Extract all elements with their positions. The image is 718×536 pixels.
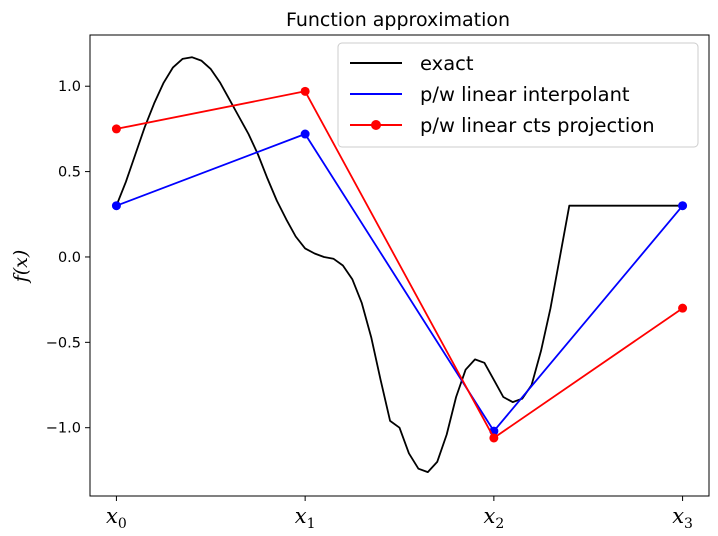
x-axis: x0 x1 x2 x3 [106,496,693,532]
y-axis: 1.0 0.5 0.0 −0.5 −1.0 [46,79,90,437]
legend-entry: p/w linear interpolant [420,83,630,106]
data-point-p-w-linear-cts-projection [300,86,310,96]
y-tick-label: −0.5 [46,335,81,351]
data-point-p-w-linear-interpolant [111,201,121,211]
data-point-p-w-linear-cts-projection [678,303,688,313]
legend-box [337,42,699,148]
chart-title: Function approximation [286,9,510,31]
data-point-p-w-linear-interpolant [678,201,688,211]
y-tick-label: 1.0 [58,79,81,95]
y-tick-label: 0.0 [58,250,81,266]
legend: exact p/w linear interpolant p/w linear ct… [337,42,699,148]
legend-entry: exact [420,52,474,75]
y-tick-label: −1.0 [46,421,81,437]
x-tick-label: x3 [672,504,693,532]
series-layer [111,56,688,474]
data-point-p-w-linear-cts-projection [489,433,499,443]
legend-entry: p/w linear cts projection [420,114,655,137]
x-tick-label: x0 [106,504,127,532]
legend-marker [371,120,381,130]
y-tick-label: 0.5 [58,165,81,181]
plot-frame [89,34,710,497]
series-line-exact [115,56,683,474]
series-line-p-w-linear-interpolant [116,133,684,433]
x-tick-label: x2 [483,504,504,532]
data-point-p-w-linear-cts-projection [111,124,121,134]
data-point-p-w-linear-interpolant [300,129,310,139]
y-axis-label: f(x) [10,250,32,285]
series-line-p-w-linear-cts-projection [116,90,684,439]
x-tick-label: x1 [295,504,316,532]
